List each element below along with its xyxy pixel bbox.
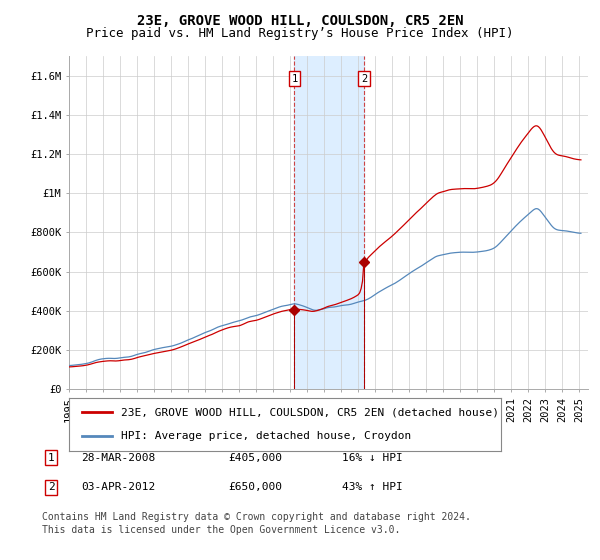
Text: 23E, GROVE WOOD HILL, COULSDON, CR5 2EN (detached house): 23E, GROVE WOOD HILL, COULSDON, CR5 2EN … bbox=[121, 408, 499, 418]
Text: 43% ↑ HPI: 43% ↑ HPI bbox=[342, 482, 403, 492]
Text: 23E, GROVE WOOD HILL, COULSDON, CR5 2EN: 23E, GROVE WOOD HILL, COULSDON, CR5 2EN bbox=[137, 14, 463, 28]
Text: 28-MAR-2008: 28-MAR-2008 bbox=[81, 452, 155, 463]
Text: This data is licensed under the Open Government Licence v3.0.: This data is licensed under the Open Gov… bbox=[42, 525, 400, 535]
Text: HPI: Average price, detached house, Croydon: HPI: Average price, detached house, Croy… bbox=[121, 431, 411, 441]
Text: 03-APR-2012: 03-APR-2012 bbox=[81, 482, 155, 492]
Bar bbox=[295, 56, 364, 389]
Text: 2: 2 bbox=[47, 482, 55, 492]
Text: Contains HM Land Registry data © Crown copyright and database right 2024.: Contains HM Land Registry data © Crown c… bbox=[42, 512, 471, 522]
Text: 1: 1 bbox=[47, 452, 55, 463]
Text: 2: 2 bbox=[361, 73, 367, 83]
Text: £650,000: £650,000 bbox=[228, 482, 282, 492]
Text: £405,000: £405,000 bbox=[228, 452, 282, 463]
Text: Price paid vs. HM Land Registry’s House Price Index (HPI): Price paid vs. HM Land Registry’s House … bbox=[86, 27, 514, 40]
Text: 1: 1 bbox=[292, 73, 298, 83]
Text: 16% ↓ HPI: 16% ↓ HPI bbox=[342, 452, 403, 463]
